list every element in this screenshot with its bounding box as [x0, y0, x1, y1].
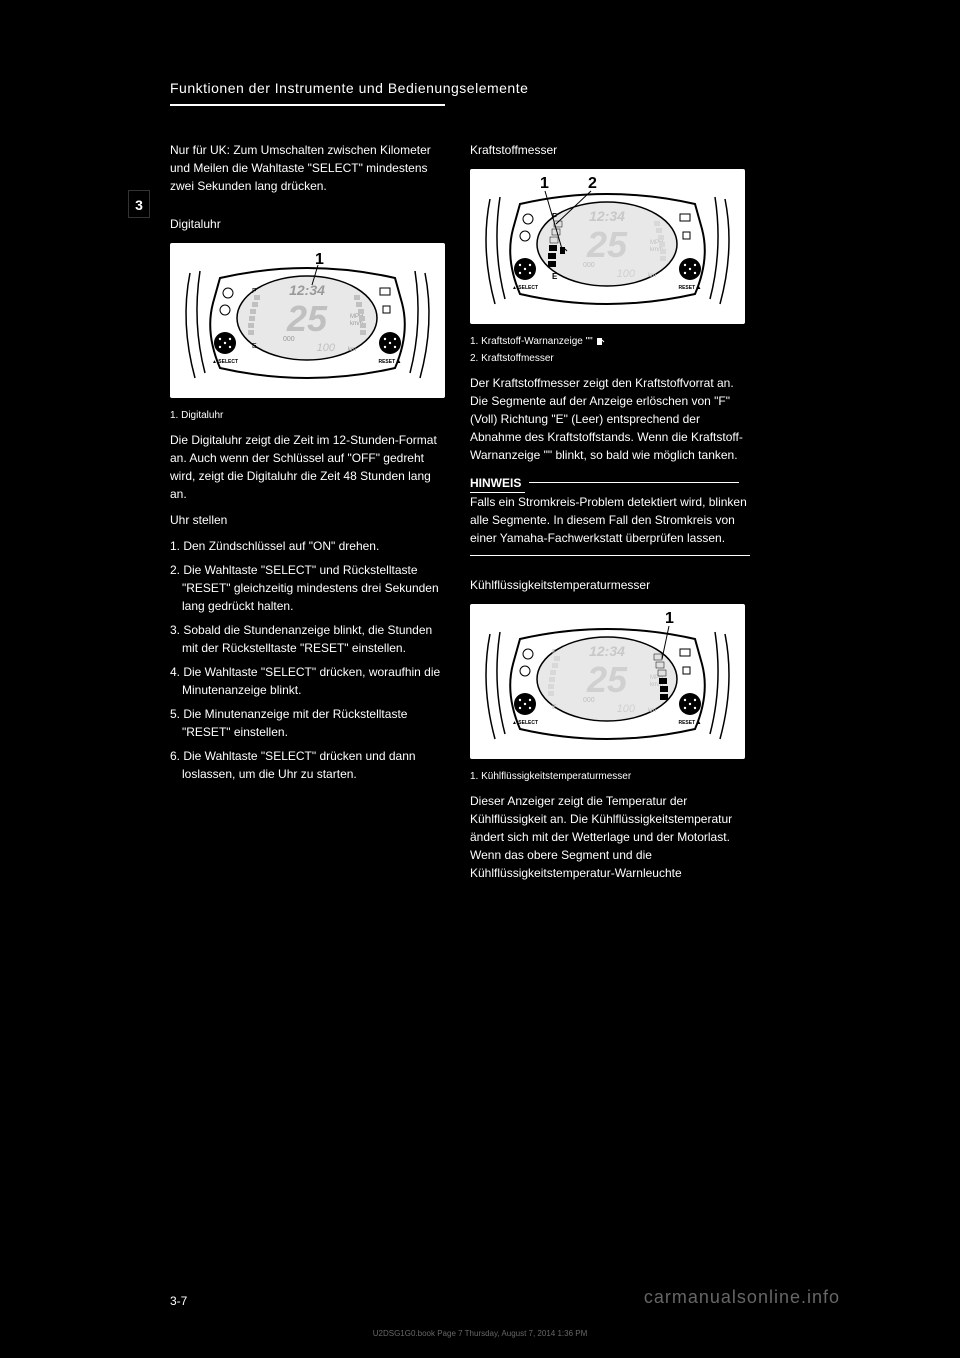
hinweis-label: HINWEIS — [470, 474, 525, 493]
dashboard-svg-2: 12:34 25 MPH km/h 000 100 km F E — [470, 169, 745, 324]
temp-heading: Kühlflüssigkeitstemperaturmesser — [470, 576, 750, 594]
intro-text: Nur für UK: Zum Umschalten zwischen Kilo… — [170, 141, 450, 195]
temp-desc: Dieser Anzeiger zeigt die Temperatur der… — [470, 792, 750, 882]
dashboard-svg-1: 12:34 25 MPH km/h 000 100 km F E — [170, 243, 445, 398]
clock-desc: Die Digitaluhr zeigt die Zeit im 12-Stun… — [170, 431, 450, 503]
page-indicator: 3 — [128, 190, 150, 218]
svg-text:km: km — [648, 708, 656, 714]
fuel-desc1: Der Kraftstoffmesser zeigt den Kraftstof… — [470, 374, 750, 464]
callout-1: 1 — [315, 248, 324, 272]
hinweis-rule — [529, 482, 739, 483]
footer-code: U2DSG1G0.book Page 7 Thursday, August 7,… — [373, 1329, 588, 1338]
step5: 5. Die Minutenanzeige mit der Rückstellt… — [170, 705, 450, 741]
svg-text:F: F — [552, 649, 556, 656]
clock-caption: 1. Digitaluhr — [170, 408, 450, 423]
svg-text:100: 100 — [317, 342, 336, 354]
svg-text:25: 25 — [286, 298, 328, 339]
figure-fuel: 1 2 12:34 — [470, 169, 745, 324]
watermark: carmanualsonline.info — [644, 1287, 840, 1308]
fuel-pump-icon — [596, 336, 606, 346]
step2: 2. Die Wahltaste "SELECT" und Rückstellt… — [170, 561, 450, 615]
svg-text:E: E — [252, 343, 257, 350]
svg-text:000: 000 — [583, 697, 595, 704]
svg-text:RESET ▲: RESET ▲ — [378, 359, 401, 365]
header-title: Funktionen der Instrumente und Bedienung… — [170, 80, 840, 96]
svg-text:F: F — [252, 288, 256, 295]
svg-text:E: E — [552, 272, 558, 281]
header-underline — [170, 104, 445, 106]
figure-temp: 1 12:34 25 — [470, 604, 745, 759]
fuel-caption1: 1. Kraftstoff-Warnanzeige "" — [470, 334, 750, 349]
callout-f3-1: 1 — [665, 607, 674, 631]
svg-text:100: 100 — [617, 268, 636, 280]
callout-f2-1: 1 — [540, 172, 549, 196]
svg-text:▲ SELECT: ▲ SELECT — [512, 285, 538, 291]
svg-text:000: 000 — [283, 336, 295, 343]
fuel-caption2: 2. Kraftstoffmesser — [470, 351, 750, 366]
step1: 1. Den Zündschlüssel auf "ON" drehen. — [170, 537, 450, 555]
svg-text:RESET ▲: RESET ▲ — [678, 285, 701, 291]
svg-text:12:34: 12:34 — [589, 208, 625, 224]
temp-caption: 1. Kühlflüssigkeitstemperaturmesser — [470, 769, 750, 784]
svg-text:12:34: 12:34 — [589, 643, 625, 659]
svg-text:12:34: 12:34 — [289, 282, 325, 298]
dashboard-svg-3: 12:34 25 MPH km/h 000 100 km F E — [470, 604, 745, 759]
fuel-caption1-text: 1. Kraftstoff-Warnanzeige "" — [470, 336, 593, 347]
callout-f2-2: 2 — [588, 172, 597, 196]
step6: 6. Die Wahltaste "SELECT" drücken und da… — [170, 747, 450, 783]
main-columns: Nur für UK: Zum Umschalten zwischen Kilo… — [0, 121, 960, 890]
step3: 3. Sobald die Stundenanzeige blinkt, die… — [170, 621, 450, 657]
hinweis-text: Falls ein Stromkreis-Problem detektiert … — [470, 493, 750, 547]
svg-text:25: 25 — [586, 224, 628, 265]
svg-text:km: km — [348, 347, 356, 353]
left-column: Nur für UK: Zum Umschalten zwischen Kilo… — [170, 141, 450, 890]
svg-text:25: 25 — [586, 659, 628, 700]
hinweis-close-line — [470, 555, 750, 556]
hinweis-block: HINWEIS — [470, 474, 750, 493]
clock-set-heading: Uhr stellen — [170, 511, 450, 529]
page-number: 3-7 — [170, 1294, 187, 1308]
figure-clock: 1 — [170, 243, 445, 398]
header: Funktionen der Instrumente und Bedienung… — [0, 0, 960, 121]
svg-text:▲ SELECT: ▲ SELECT — [212, 359, 238, 365]
clock-heading: Digitaluhr — [170, 215, 450, 233]
svg-text:000: 000 — [583, 262, 595, 269]
svg-text:km: km — [648, 273, 656, 279]
svg-text:▲ SELECT: ▲ SELECT — [512, 720, 538, 726]
svg-text:RESET ▲: RESET ▲ — [678, 720, 701, 726]
step4: 4. Die Wahltaste "SELECT" drücken, worau… — [170, 663, 450, 699]
fuel-heading: Kraftstoffmesser — [470, 141, 750, 159]
svg-text:E: E — [552, 704, 557, 711]
svg-text:100: 100 — [617, 703, 636, 715]
right-column: Kraftstoffmesser 1 2 — [470, 141, 750, 890]
